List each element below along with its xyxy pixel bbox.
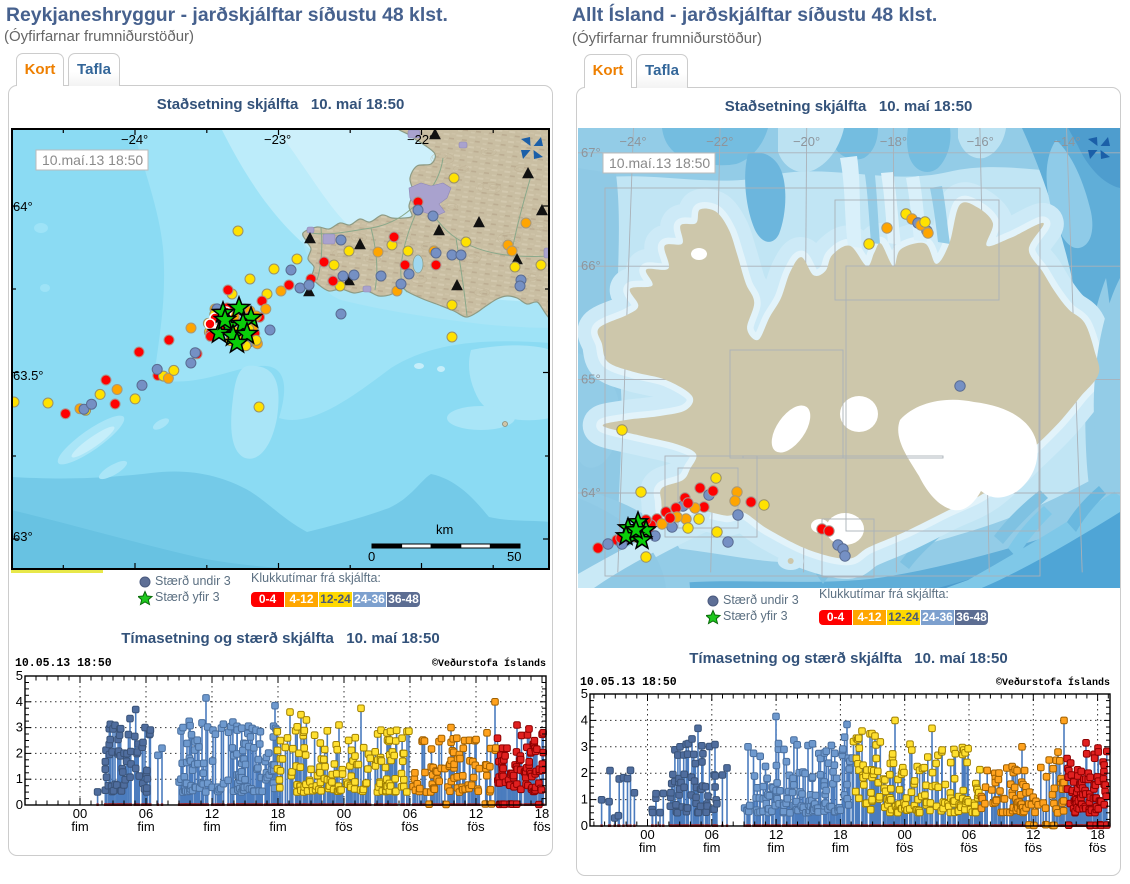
svg-text:67°: 67°: [581, 145, 601, 160]
svg-text:fim: fim: [203, 819, 220, 834]
svg-text:fös: fös: [467, 819, 485, 834]
svg-text:0: 0: [581, 818, 588, 833]
svg-text:−16°: −16°: [967, 134, 994, 149]
svg-text:10.05.13 18:50: 10.05.13 18:50: [580, 676, 677, 689]
svg-text:63.5°: 63.5°: [13, 368, 44, 383]
svg-text:00: 00: [337, 806, 351, 821]
svg-text:06: 06: [403, 806, 417, 821]
svg-text:5: 5: [16, 668, 23, 683]
svg-text:00: 00: [73, 806, 87, 821]
svg-text:fim: fim: [137, 819, 154, 834]
svg-text:fös: fös: [1025, 840, 1043, 855]
svg-text:18: 18: [271, 806, 285, 821]
svg-text:00: 00: [640, 827, 654, 842]
svg-text:12: 12: [769, 827, 783, 842]
svg-text:0: 0: [368, 549, 375, 564]
svg-text:fim: fim: [639, 840, 656, 855]
svg-text:12: 12: [205, 806, 219, 821]
svg-text:06: 06: [705, 827, 719, 842]
svg-text:65°: 65°: [581, 372, 601, 387]
svg-text:3: 3: [16, 720, 23, 735]
svg-text:66°: 66°: [581, 258, 601, 273]
svg-text:fim: fim: [832, 840, 849, 855]
svg-text:1: 1: [581, 792, 588, 807]
svg-text:fim: fim: [71, 819, 88, 834]
svg-text:18: 18: [1090, 827, 1104, 842]
svg-text:06: 06: [962, 827, 976, 842]
svg-text:64°: 64°: [581, 485, 601, 500]
svg-text:64°: 64°: [13, 199, 33, 214]
svg-text:−20°: −20°: [793, 134, 820, 149]
svg-text:06: 06: [139, 806, 153, 821]
svg-text:fös: fös: [335, 819, 353, 834]
svg-text:fim: fim: [767, 840, 784, 855]
svg-text:4: 4: [581, 712, 588, 727]
svg-text:12: 12: [1026, 827, 1040, 842]
svg-text:km: km: [436, 522, 453, 537]
svg-text:−23°: −23°: [264, 132, 291, 147]
svg-text:fös: fös: [896, 840, 914, 855]
svg-text:−24°: −24°: [619, 134, 646, 149]
svg-text:fim: fim: [269, 819, 286, 834]
svg-text:fös: fös: [1089, 840, 1107, 855]
svg-text:2: 2: [581, 765, 588, 780]
svg-text:fim: fim: [703, 840, 720, 855]
svg-text:−18°: −18°: [880, 134, 907, 149]
svg-text:63°: 63°: [13, 529, 33, 544]
svg-text:10.maí.13 18:50: 10.maí.13 18:50: [42, 152, 143, 168]
svg-text:10.05.13 18:50: 10.05.13 18:50: [15, 657, 112, 670]
svg-text:18: 18: [535, 806, 549, 821]
svg-text:00: 00: [897, 827, 911, 842]
svg-text:fös: fös: [401, 819, 419, 834]
svg-text:2: 2: [16, 745, 23, 760]
svg-text:10.maí.13 18:50: 10.maí.13 18:50: [609, 155, 710, 171]
svg-text:©Veðurstofa Íslands: ©Veðurstofa Íslands: [996, 675, 1110, 689]
svg-text:©Veðurstofa Íslands: ©Veðurstofa Íslands: [432, 656, 546, 670]
svg-text:12: 12: [469, 806, 483, 821]
svg-text:5: 5: [581, 686, 588, 701]
svg-text:0: 0: [16, 797, 23, 812]
svg-text:18: 18: [833, 827, 847, 842]
svg-text:−24°: −24°: [121, 132, 148, 147]
svg-text:−22°: −22°: [407, 132, 434, 147]
svg-text:3: 3: [581, 739, 588, 754]
svg-text:−14°: −14°: [1053, 134, 1080, 149]
svg-text:50: 50: [507, 549, 521, 564]
svg-text:fös: fös: [533, 819, 551, 834]
svg-text:−22°: −22°: [706, 134, 733, 149]
svg-text:4: 4: [16, 694, 23, 709]
svg-text:fös: fös: [960, 840, 978, 855]
svg-text:1: 1: [16, 771, 23, 786]
